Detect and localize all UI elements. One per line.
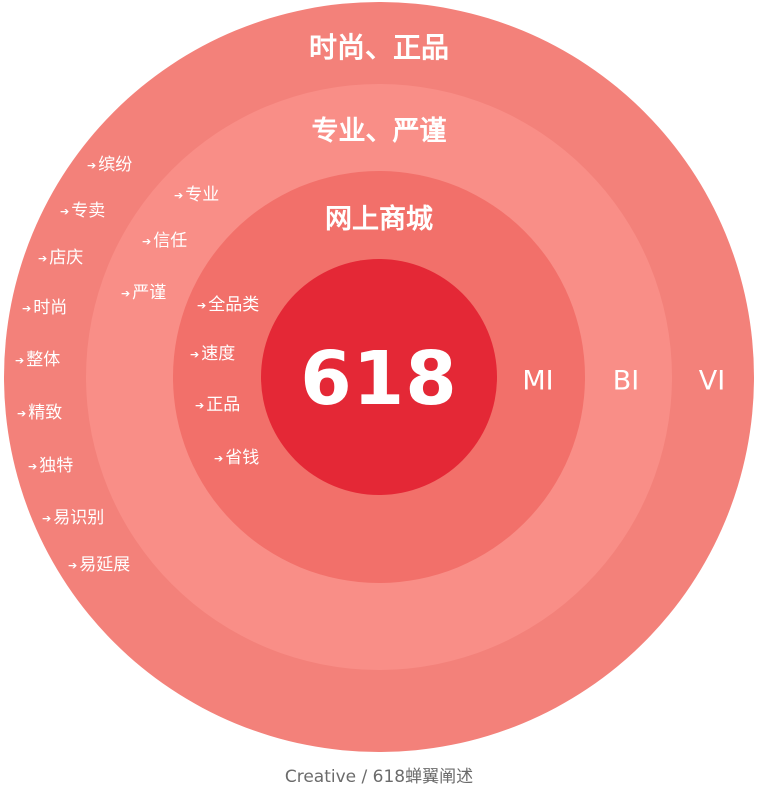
arrow-right-icon: ➔ bbox=[121, 287, 131, 300]
core-circle bbox=[261, 259, 497, 495]
middle-ring-title: 专业、严谨 bbox=[311, 116, 447, 147]
inner-ring-item: ➔ 正品 bbox=[195, 395, 241, 415]
outer-ring-item: ➔ 缤纷 bbox=[87, 155, 133, 175]
inner-ring-item: ➔ 全品类 bbox=[197, 295, 260, 315]
arrow-right-icon: ➔ bbox=[174, 189, 184, 202]
arrow-right-icon: ➔ bbox=[142, 235, 152, 248]
arrow-right-icon: ➔ bbox=[22, 302, 32, 315]
outer-ring-item: ➔ 易识别 bbox=[42, 508, 105, 528]
arrow-right-icon: ➔ bbox=[195, 399, 205, 412]
middle-ring-item: ➔ 严谨 bbox=[121, 283, 167, 303]
middle-ring-tag: BI bbox=[612, 365, 640, 397]
arrow-right-icon: ➔ bbox=[60, 205, 70, 218]
outer-ring-item: ➔ 专卖 bbox=[60, 201, 106, 221]
outer-ring-title: 时尚、正品 bbox=[308, 31, 450, 64]
inner-ring-item: ➔ 速度 bbox=[190, 344, 236, 364]
arrow-right-icon: ➔ bbox=[15, 354, 25, 367]
arrow-right-icon: ➔ bbox=[68, 559, 78, 572]
center-value: 618 bbox=[300, 336, 458, 422]
outer-ring-item: ➔ 时尚 bbox=[22, 298, 68, 318]
arrow-right-icon: ➔ bbox=[87, 159, 97, 172]
inner-ring-item: ➔ 省钱 bbox=[214, 448, 260, 468]
arrow-right-icon: ➔ bbox=[17, 407, 27, 420]
arrow-right-icon: ➔ bbox=[197, 299, 207, 312]
arrow-right-icon: ➔ bbox=[28, 460, 38, 473]
inner-ring-tag: MI bbox=[522, 365, 554, 397]
outer-ring-item: ➔ 精致 bbox=[17, 403, 63, 423]
middle-ring-item: ➔ 信任 bbox=[142, 231, 188, 251]
outer-ring-tag: VI bbox=[698, 365, 726, 397]
outer-ring-item: ➔ 独特 bbox=[28, 456, 74, 476]
arrow-right-icon: ➔ bbox=[38, 252, 48, 265]
outer-ring-item: ➔ 整体 bbox=[15, 350, 61, 370]
middle-ring-item: ➔ 专业 bbox=[174, 185, 220, 205]
outer-ring-item: ➔ 店庆 bbox=[38, 248, 84, 268]
caption: Creative / 618蝉翼阐述 bbox=[284, 767, 474, 787]
arrow-right-icon: ➔ bbox=[214, 452, 224, 465]
arrow-right-icon: ➔ bbox=[190, 348, 200, 361]
arrow-right-icon: ➔ bbox=[42, 512, 52, 525]
outer-ring-item: ➔ 易延展 bbox=[68, 555, 131, 575]
inner-ring-title: 网上商城 bbox=[325, 204, 433, 235]
